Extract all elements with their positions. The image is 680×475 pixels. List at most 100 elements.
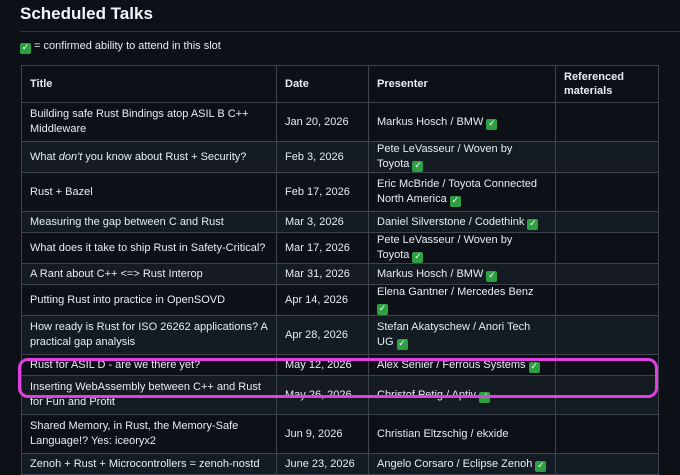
talk-date-cell: Mar 3, 2026 <box>276 211 369 233</box>
presenter-name: Eric McBride / Toyota Connected North Am… <box>377 178 537 205</box>
talk-date-cell: Mar 31, 2026 <box>276 263 369 285</box>
talk-title: Rust + Bazel <box>30 185 93 198</box>
table-header-row: Title Date Presenter Referenced materials <box>21 65 659 103</box>
presenter-cell: Daniel Silverstone / Codethink ✓ <box>368 211 556 233</box>
legend-text: = confirmed ability to attend in this sl… <box>31 40 221 52</box>
table-row: What don't you know about Rust + Securit… <box>21 141 659 173</box>
talk-date-cell: Feb 3, 2026 <box>276 141 369 173</box>
table-row: Rust for ASIL D - are we there yet? May 1… <box>21 354 659 376</box>
referenced-materials-cell <box>555 141 659 173</box>
talk-date-cell: Mar 17, 2026 <box>276 232 369 264</box>
check-mark-icon: ✓ <box>535 460 547 472</box>
talk-title-cell: Rust for ASIL D - are we there yet? <box>21 354 277 376</box>
header-ref-line2: materials <box>564 85 613 97</box>
presenter-cell: Alex Senier / Ferrous Systems ✓ <box>368 354 556 376</box>
presenter-name: Alex Senier / Ferrous Systems <box>377 358 526 371</box>
check-mark-icon: ✓ <box>528 361 540 373</box>
presenter-cell: Pete LeVasseur / Woven by Toyota ✓ <box>368 141 556 173</box>
presenter-name: Christof Petig / Aptiv <box>377 388 477 401</box>
presenter-cell: Markus Hosch / BMW ✓ <box>368 263 556 285</box>
check-mark-icon: ✓ <box>527 218 539 230</box>
referenced-materials-cell <box>555 102 659 142</box>
talk-title-cell: Zenoh + Rust + Microcontrollers = zenoh-… <box>21 453 277 475</box>
talk-title-cell: What don't you know about Rust + Securit… <box>21 141 277 173</box>
talk-date-cell: June 23, 2026 <box>276 453 369 475</box>
talk-title: What does it take to ship Rust in Safety… <box>30 241 266 254</box>
referenced-materials-cell <box>555 453 659 475</box>
referenced-materials-cell <box>555 284 659 316</box>
talk-title: A Rant about C++ <=> Rust Interop <box>30 267 203 280</box>
presenter-name: Angelo Corsaro / Eclipse Zenoh <box>377 457 533 470</box>
table-row: Putting Rust into practice in OpenSOVD Ap… <box>21 284 659 316</box>
presenter-cell: Pete LeVasseur / Woven by Toyota ✓ <box>368 232 556 264</box>
talk-title-cell: Rust + Bazel <box>21 172 277 212</box>
talk-title-cell: Inserting WebAssembly between C++ and Ru… <box>21 375 277 415</box>
talk-date: June 23, 2026 <box>285 457 355 470</box>
presenter-name: Christian Eltzschig / ekxide <box>377 427 509 440</box>
talk-date-cell: Jan 20, 2026 <box>276 102 369 142</box>
referenced-materials-cell <box>555 375 659 415</box>
column-header-date: Date <box>276 65 369 103</box>
talk-date-cell: May 12, 2026 <box>276 354 369 376</box>
talk-date: Feb 3, 2026 <box>285 150 344 163</box>
table-row: Building safe Rust Bindings atop ASIL B … <box>21 102 659 142</box>
talk-title-cell: Measuring the gap between C and Rust <box>21 211 277 233</box>
check-mark-icon: ✓ <box>479 391 491 403</box>
legend-note: ✓ = confirmed ability to attend in this … <box>20 40 221 54</box>
referenced-materials-cell <box>555 172 659 212</box>
table-row: Inserting WebAssembly between C++ and Ru… <box>21 375 659 415</box>
referenced-materials-cell <box>555 211 659 233</box>
table-row: A Rant about C++ <=> Rust Interop Mar 31,… <box>21 263 659 285</box>
presenter-name: Markus Hosch / BMW <box>377 267 484 280</box>
presenter-cell: Angelo Corsaro / Eclipse Zenoh ✓ <box>368 453 556 475</box>
talk-date: Jun 9, 2026 <box>285 427 343 440</box>
talk-date: Apr 28, 2026 <box>285 328 348 341</box>
table-row: Rust + Bazel Feb 17, 2026 Eric McBride / T… <box>21 172 659 212</box>
talk-title-cell: What does it take to ship Rust in Safety… <box>21 232 277 264</box>
talk-date: May 26, 2026 <box>285 388 352 401</box>
referenced-materials-cell <box>555 414 659 454</box>
presenter-cell: Markus Hosch / BMW ✓ <box>368 102 556 142</box>
check-mark-icon: ✓ <box>412 252 424 263</box>
presenter-name: Pete LeVasseur / Woven by Toyota <box>377 143 513 170</box>
talk-title: Measuring the gap between C and Rust <box>30 215 224 228</box>
presenter-cell: Christof Petig / Aptiv ✓ <box>368 375 556 415</box>
talk-title-rest: you know about Rust + Security? <box>82 150 247 163</box>
presenter-name: Markus Hosch / BMW <box>377 115 484 128</box>
talk-title-cell: How ready is Rust for ISO 26262 applicat… <box>21 315 277 355</box>
talk-title-cell: A Rant about C++ <=> Rust Interop <box>21 263 277 285</box>
table-row: Shared Memory, in Rust, the Memory-Safe … <box>21 414 659 454</box>
talk-date: Apr 14, 2026 <box>285 293 348 306</box>
talk-date: Mar 17, 2026 <box>285 241 350 254</box>
presenter-cell: Christian Eltzschig / ekxide <box>368 414 556 454</box>
scheduled-talks-table: Title Date Presenter Referenced materials… <box>21 65 659 475</box>
presenter-name: Elena Gantner / Mercedes Benz <box>377 286 534 298</box>
talk-title-cell: Shared Memory, in Rust, the Memory-Safe … <box>21 414 277 454</box>
check-mark-icon: ✓ <box>412 161 424 172</box>
presenter-cell: Stefan Akatyschew / Anori Tech UG ✓ <box>368 315 556 355</box>
check-mark-icon: ✓ <box>486 270 498 282</box>
presenter-cell: Eric McBride / Toyota Connected North Am… <box>368 172 556 212</box>
talk-date: Jan 20, 2026 <box>285 115 349 128</box>
referenced-materials-cell <box>555 232 659 264</box>
talk-title: Inserting WebAssembly between C++ and Ru… <box>30 381 261 408</box>
column-header-title: Title <box>21 65 277 103</box>
check-mark-icon: ✓ <box>396 339 408 350</box>
table-row: Zenoh + Rust + Microcontrollers = zenoh-… <box>21 453 659 475</box>
column-header-presenter: Presenter <box>368 65 556 103</box>
talk-date: Mar 31, 2026 <box>285 267 350 280</box>
presenter-name: Stefan Akatyschew / Anori Tech UG <box>377 321 531 348</box>
talk-date-cell: Apr 14, 2026 <box>276 284 369 316</box>
talk-title-cell: Putting Rust into practice in OpenSOVD <box>21 284 277 316</box>
talk-date: Mar 3, 2026 <box>285 215 344 228</box>
talk-title: Rust for ASIL D - are we there yet? <box>30 358 201 371</box>
talk-date-cell: Feb 17, 2026 <box>276 172 369 212</box>
talk-title: Putting Rust into practice in OpenSOVD <box>30 293 226 306</box>
heading-divider <box>20 31 680 32</box>
referenced-materials-cell <box>555 263 659 285</box>
talk-title: Building safe Rust Bindings atop ASIL B … <box>30 108 249 135</box>
talk-title-emphasis: don't <box>58 150 83 163</box>
check-mark-icon: ✓ <box>20 43 31 54</box>
page-title: Scheduled Talks <box>20 4 153 23</box>
talk-title: How ready is Rust for ISO 26262 applicat… <box>30 321 268 348</box>
